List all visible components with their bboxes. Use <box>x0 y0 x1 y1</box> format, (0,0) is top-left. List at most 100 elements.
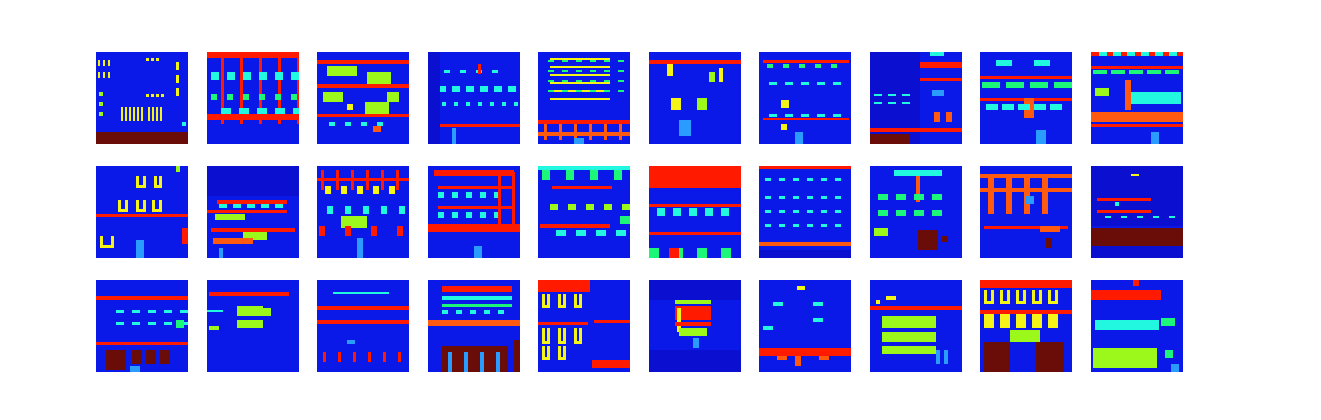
label-region <box>103 60 105 66</box>
label-region <box>763 60 849 63</box>
label-region <box>759 250 851 258</box>
label-region <box>550 98 610 100</box>
label-region <box>1112 52 1121 56</box>
label-region <box>540 224 610 228</box>
label-region <box>779 196 785 199</box>
label-region <box>538 120 630 124</box>
label-region <box>441 304 512 307</box>
label-region <box>239 58 243 124</box>
label-region <box>108 60 110 66</box>
label-region <box>935 350 940 364</box>
label-region <box>363 206 369 214</box>
label-region <box>160 107 162 121</box>
label-region <box>604 60 610 62</box>
label-region <box>427 320 520 326</box>
label-region <box>479 352 484 372</box>
facade-map-panel-8 <box>869 52 962 144</box>
label-region <box>451 192 458 198</box>
label-region <box>1030 82 1048 88</box>
label-region <box>1048 314 1058 328</box>
label-region <box>759 242 851 246</box>
facade-map-panel-5 <box>538 52 630 144</box>
label-region <box>781 124 787 130</box>
label-region <box>996 60 1012 66</box>
label-region <box>781 100 789 108</box>
label-region <box>1006 82 1024 88</box>
label-region <box>1098 52 1107 56</box>
label-region <box>387 92 399 102</box>
label-region <box>323 92 343 102</box>
label-region <box>398 352 401 362</box>
label-region <box>118 200 121 212</box>
label-region <box>137 107 139 121</box>
label-region <box>835 178 841 181</box>
label-region <box>1168 52 1177 56</box>
label-region <box>161 94 164 97</box>
label-region <box>648 60 741 64</box>
label-region <box>678 328 707 336</box>
label-region <box>759 166 851 169</box>
label-region <box>720 208 729 216</box>
label-region <box>548 60 554 62</box>
label-region <box>576 90 582 92</box>
label-region <box>507 86 516 92</box>
label-region <box>931 90 944 96</box>
label-region <box>881 346 936 354</box>
label-region <box>437 212 444 218</box>
facade-map-panel-13 <box>317 166 409 258</box>
label-region <box>106 350 126 370</box>
label-region <box>833 114 841 117</box>
label-region <box>1016 290 1019 304</box>
label-region <box>256 108 267 116</box>
label-region <box>1096 210 1151 213</box>
label-region <box>618 60 624 62</box>
label-region <box>574 305 582 308</box>
label-region <box>552 186 612 189</box>
label-region <box>538 322 588 325</box>
label-region <box>465 212 472 218</box>
label-region <box>345 122 351 126</box>
label-region <box>1136 216 1143 218</box>
label-region <box>1126 52 1135 56</box>
label-region <box>125 200 128 212</box>
label-region <box>208 292 289 296</box>
label-region <box>465 86 474 92</box>
facade-map-panel-23 <box>317 280 409 372</box>
label-region <box>785 82 793 85</box>
label-region <box>670 98 681 110</box>
label-region <box>648 232 741 235</box>
label-region <box>991 290 994 304</box>
label-region <box>869 134 910 144</box>
label-region <box>538 132 630 136</box>
label-region <box>767 64 773 68</box>
facade-map-panel-4 <box>427 52 520 144</box>
label-region <box>1032 314 1042 328</box>
label-region <box>614 170 622 180</box>
label-region <box>576 80 582 82</box>
label-region <box>164 310 172 313</box>
label-region <box>941 236 948 242</box>
label-region <box>357 238 363 258</box>
label-region <box>1130 92 1181 104</box>
label-region <box>1094 320 1159 330</box>
label-region <box>574 341 582 344</box>
label-region <box>99 92 103 96</box>
label-region <box>835 224 841 227</box>
label-region <box>558 357 566 360</box>
label-region <box>562 80 568 82</box>
label-region <box>672 208 681 216</box>
label-region <box>160 350 170 364</box>
label-region <box>1130 174 1139 176</box>
label-region <box>206 166 299 196</box>
label-region <box>542 341 550 344</box>
label-region <box>821 210 827 213</box>
label-region <box>542 357 550 360</box>
label-region <box>327 66 357 76</box>
label-region <box>821 196 827 199</box>
label-region <box>1152 216 1159 218</box>
label-region <box>96 214 188 217</box>
label-region <box>783 64 789 68</box>
label-region <box>338 352 341 362</box>
facade-map-panel-11 <box>96 166 188 258</box>
